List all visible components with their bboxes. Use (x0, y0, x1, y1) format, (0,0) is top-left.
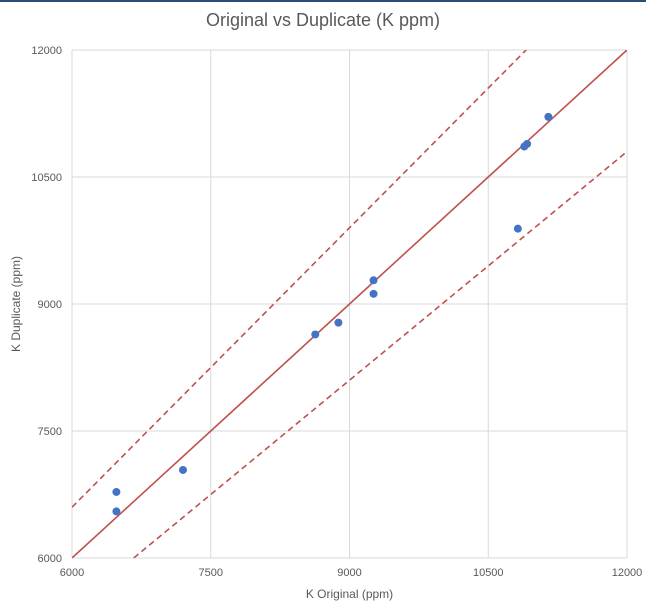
data-point (544, 112, 553, 121)
x-axis-title: K Original (ppm) (306, 587, 393, 601)
x-tick-label: 9000 (337, 567, 361, 579)
reference-lines (72, 50, 627, 558)
y-tick-label: 9000 (38, 299, 62, 311)
y-tick-label: 10500 (31, 172, 62, 184)
dashed-tolerance-line (72, 50, 528, 508)
data-point (112, 487, 121, 496)
y-tick-label: 6000 (38, 553, 62, 565)
data-point (311, 330, 320, 339)
x-tick-label: 12000 (612, 567, 643, 579)
data-point (112, 507, 121, 516)
data-points (112, 112, 553, 516)
one-to-one-line (72, 50, 627, 558)
y-axis-title: K Duplicate (ppm) (9, 256, 23, 352)
y-tick-label: 7500 (38, 426, 62, 438)
chart-title: Original vs Duplicate (K ppm) (205, 10, 441, 30)
x-tick-label: 10500 (473, 567, 504, 579)
data-point (369, 276, 378, 285)
data-point (523, 139, 532, 148)
data-point (369, 289, 378, 298)
top-border (0, 0, 646, 2)
data-point (334, 318, 343, 327)
data-point (513, 224, 522, 233)
y-tick-label: 12000 (31, 45, 62, 57)
x-tick-label: 6000 (60, 567, 84, 579)
data-point (179, 465, 187, 474)
x-tick-label: 7500 (199, 567, 223, 579)
tick-labels: 6000 7500 9000 10500 12000 6000 7500 9000 10500 1… (31, 45, 642, 579)
